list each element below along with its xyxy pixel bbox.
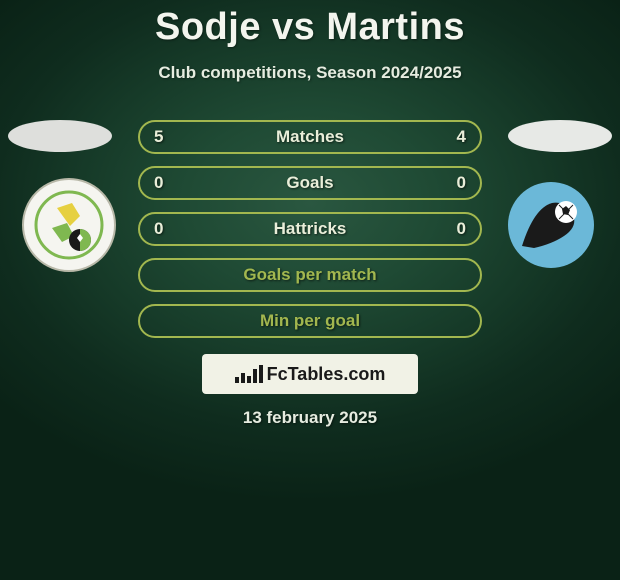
stat-label: Goals per match: [243, 265, 376, 285]
crest-right-icon: [504, 178, 598, 272]
stat-left: 5: [154, 127, 163, 147]
stat-row-hattricks: 0 Hattricks 0: [138, 212, 482, 246]
brand-text: FcTables.com: [267, 364, 386, 385]
brand-badge[interactable]: FcTables.com: [202, 354, 418, 394]
stat-right: 0: [457, 173, 466, 193]
player-oval-left: [8, 120, 112, 152]
stat-label: Hattricks: [274, 219, 347, 239]
stat-right: 0: [457, 219, 466, 239]
player-oval-right: [508, 120, 612, 152]
stat-label: Min per goal: [260, 311, 360, 331]
crest-left-icon: [22, 178, 116, 272]
comparison-card: Sodje vs Martins Club competitions, Seas…: [0, 0, 620, 580]
stat-row-goals: 0 Goals 0: [138, 166, 482, 200]
club-crest-left: [22, 178, 116, 272]
stat-row-matches: 5 Matches 4: [138, 120, 482, 154]
stat-label: Matches: [276, 127, 344, 147]
stat-right: 4: [457, 127, 466, 147]
club-crest-right: [504, 178, 598, 272]
stats-column: 5 Matches 4 0 Goals 0 0 Hattricks 0 Goal…: [138, 120, 482, 350]
stat-left: 0: [154, 173, 163, 193]
stat-label: Goals: [286, 173, 333, 193]
subtitle: Club competitions, Season 2024/2025: [0, 63, 620, 83]
page-title: Sodje vs Martins: [0, 0, 620, 49]
bars-icon: [235, 365, 261, 383]
stat-row-goals-per-match: Goals per match: [138, 258, 482, 292]
date-label: 13 february 2025: [0, 408, 620, 428]
stat-left: 0: [154, 219, 163, 239]
stat-row-min-per-goal: Min per goal: [138, 304, 482, 338]
